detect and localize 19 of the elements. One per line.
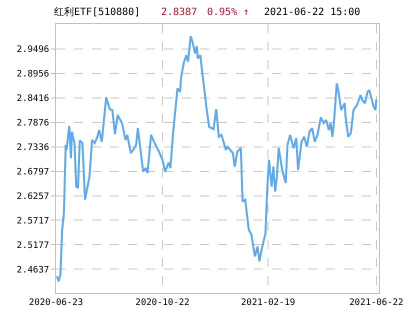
y-tick-label: 2.9496 bbox=[16, 45, 50, 56]
line-series bbox=[56, 35, 378, 282]
chart-title: 红利ETF[510880] bbox=[54, 6, 140, 18]
y-tick-label: 2.4637 bbox=[16, 265, 50, 276]
text: 2021-06-22 15:00 bbox=[264, 7, 360, 18]
y-tick-label: 2.6797 bbox=[16, 167, 50, 178]
y-tick-label: 2.5717 bbox=[16, 216, 50, 226]
text: 2.8387 bbox=[161, 7, 198, 18]
y-tick-label: 2.5177 bbox=[16, 240, 50, 251]
x-tick-label: 2020-10-22 bbox=[135, 298, 190, 308]
y-tick-label: 2.8416 bbox=[16, 94, 50, 104]
y-tick-label: 2.6257 bbox=[16, 192, 50, 202]
x-tick-label: 2020-06-23 bbox=[28, 298, 84, 308]
x-tick-label: 2021-02-19 bbox=[241, 298, 296, 308]
y-tick-label: 2.8956 bbox=[16, 70, 50, 80]
x-tick-label: 2021-06-22 bbox=[349, 298, 404, 308]
text: 0.95% ↑ bbox=[207, 7, 250, 18]
y-tick-label: 2.7876 bbox=[16, 118, 50, 129]
y-tick-label: 2.7336 bbox=[16, 143, 50, 154]
